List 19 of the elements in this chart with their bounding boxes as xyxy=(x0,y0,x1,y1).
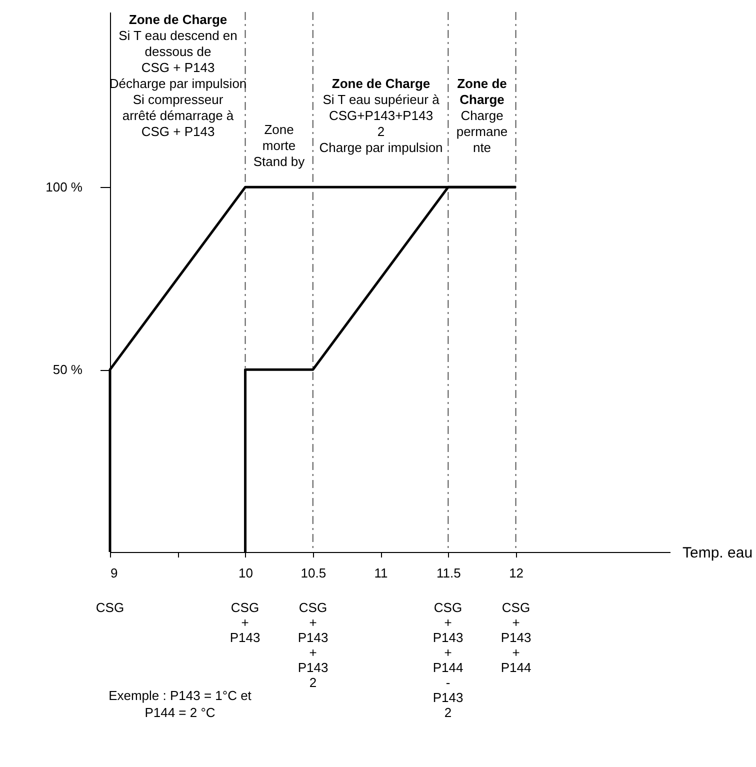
x-tick-label: 9 xyxy=(110,566,118,580)
y-tick-label: 100 % xyxy=(46,180,83,195)
x-axis-title: Temp. eau xyxy=(682,544,753,562)
x-tick-label: 10 xyxy=(238,566,253,580)
text: CSG + P143 + P144 xyxy=(500,600,532,675)
annotation: Zone de Charge Charge permane nte xyxy=(456,76,508,155)
x-tick-label: 10.5 xyxy=(300,566,326,580)
text: CSG + P143 + P143 2 xyxy=(298,600,328,690)
x-tick-label: 11.5 xyxy=(436,566,461,580)
text: CSG + P143 xyxy=(230,600,260,645)
x-tick-label: 12 xyxy=(509,566,524,580)
x-tick-label: 11 xyxy=(374,566,388,580)
text: CSG + P143 + P144 - P143 2 xyxy=(432,600,464,720)
text: CSG xyxy=(96,600,124,615)
annotation: Zone de Charge Si T eau descend en dessous de CSG + P143 Décharge par impulsion Si compresseur arrêté démarrage à CSG + P143 xyxy=(109,12,247,139)
annotation: Zone de Charge Si T eau supérieur à CSG+P143+P143 2 Charge par impulsion xyxy=(319,76,443,155)
y-tick-label: 50 % xyxy=(52,362,83,378)
annotation: Zone morte Stand by xyxy=(253,122,306,169)
text: Exemple : P143 = 1°C et P144 = 2 °C xyxy=(108,688,252,720)
